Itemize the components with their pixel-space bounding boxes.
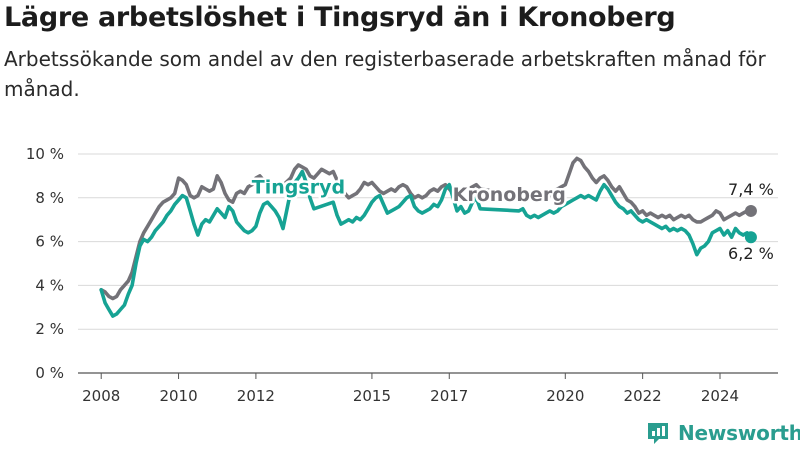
end-value-label-tingsryd: 6,2 % [728,244,774,263]
y-tick-label: 4 % [35,276,64,294]
chart-title: Lägre arbetslöshet i Tingsryd än i Krono… [4,2,676,33]
x-tick-label: 2010 [159,387,197,405]
bar-chart-logo-icon [648,423,668,444]
y-tick-label: 0 % [35,364,64,382]
x-tick-label: 2020 [546,387,584,405]
x-tick-label: 2012 [237,387,275,405]
brand-logo: Newsworthy [645,418,800,448]
y-tick-label: 6 % [35,233,64,251]
series-label-tingsryd: Tingsryd [252,176,345,198]
series-line-kronoberg [99,156,753,301]
x-tick-label: 2015 [353,387,391,405]
x-tick-label: 2017 [430,387,468,405]
series-line-tingsryd [99,169,753,318]
x-tick-label: 2024 [701,387,739,405]
end-marker-kronoberg [744,204,757,217]
series-label-kronoberg: Kronoberg [453,184,566,206]
y-tick-label: 2 % [35,320,64,338]
x-tick-label: 2022 [624,387,662,405]
y-tick-label: 8 % [35,189,64,207]
chart-subtitle: Arbetssökande som andel av den registerb… [4,47,766,101]
y-tick-label: 10 % [26,145,64,163]
end-value-label-kronoberg: 7,4 % [728,180,774,199]
brand-name: Newsworthy [678,421,800,445]
end-marker-tingsryd [744,231,757,244]
x-tick-label: 2008 [82,387,120,405]
